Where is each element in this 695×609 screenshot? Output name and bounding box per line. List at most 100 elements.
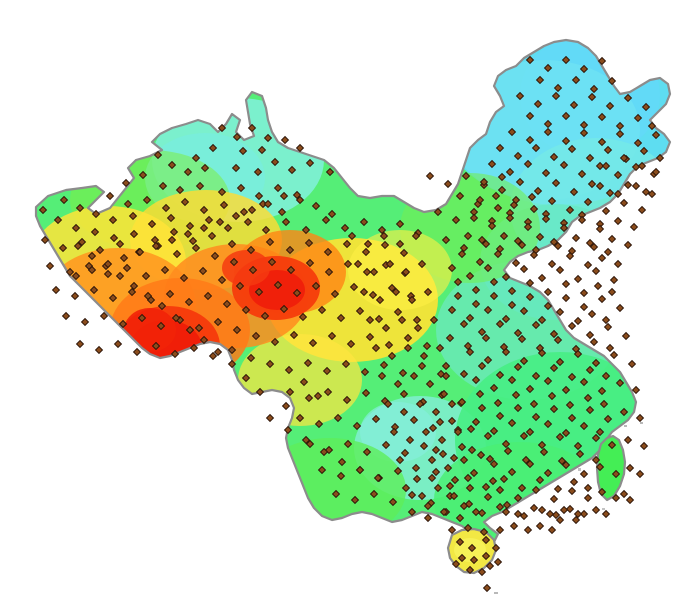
station-point-diamond-icon: [495, 319, 505, 329]
station-point-diamond-icon: [194, 323, 204, 333]
station-point-diamond-icon: [533, 99, 543, 109]
station-point-diamond-icon: [627, 359, 637, 369]
station-point-diamond-icon: [597, 386, 607, 396]
station-point-diamond-icon: [489, 277, 499, 287]
station-point-diamond-icon: [537, 440, 547, 450]
station-point-diamond-icon: [311, 281, 321, 291]
station-point-diamond-icon: [569, 100, 579, 110]
station-point-diamond-icon: [431, 467, 441, 477]
station-point-diamond-icon: [167, 235, 177, 245]
station-point-diamond-icon: [160, 265, 170, 275]
station-point-diamond-icon: [423, 501, 433, 511]
station-point-diamond-icon: [227, 345, 237, 355]
station-point-diamond-icon: [180, 197, 190, 207]
station-point-diamond-icon: [118, 319, 128, 329]
station-point-diamond-icon: [525, 111, 535, 121]
station-point-diamond-icon: [481, 333, 491, 343]
station-point-diamond-icon: [279, 191, 289, 201]
station-point-diamond-icon: [525, 384, 535, 394]
station-point-diamond-icon: [513, 362, 523, 372]
station-point-diamond-icon: [267, 257, 277, 267]
station-point-diamond-icon: [407, 295, 417, 305]
station-point-diamond-icon: [505, 167, 515, 177]
station-point-diamond-icon: [507, 127, 517, 137]
station-point-diamond-icon: [292, 288, 302, 298]
station-point-diamond-icon: [365, 315, 375, 325]
station-point-diamond-icon: [477, 235, 487, 245]
station-point-diamond-icon: [383, 399, 393, 409]
station-point-diamond-icon: [631, 385, 641, 395]
station-point-diamond-icon: [61, 311, 71, 321]
station-point-diamond-icon: [342, 395, 352, 405]
station-point-diamond-icon: [441, 235, 451, 245]
station-point-diamond-icon: [469, 555, 479, 565]
station-point-diamond-icon: [471, 299, 481, 309]
station-point-diamond-icon: [141, 271, 151, 281]
station-point-diamond-icon: [53, 215, 63, 225]
station-point-diamond-icon: [595, 181, 605, 191]
station-point-diamond-icon: [488, 476, 498, 486]
station-point-diamond-icon: [471, 285, 481, 295]
station-point-diamond-icon: [371, 414, 381, 424]
station-point-diamond-icon: [583, 260, 593, 270]
station-point-diamond-icon: [507, 418, 517, 428]
station-point-diamond-icon: [263, 199, 273, 209]
station-point-diamond-icon: [327, 209, 337, 219]
station-point-diamond-icon: [521, 455, 531, 465]
station-point-diamond-icon: [537, 273, 547, 283]
station-point-diamond-icon: [198, 266, 208, 276]
station-point-diamond-icon: [511, 258, 521, 268]
station-point-diamond-icon: [597, 112, 607, 122]
station-point-diamond-icon: [561, 293, 571, 303]
station-point-diamond-icon: [561, 111, 571, 121]
station-point-diamond-icon: [595, 427, 605, 437]
station-point-diamond-icon: [417, 361, 427, 371]
station-point-diamond-icon: [637, 161, 647, 171]
station-point-diamond-icon: [555, 515, 565, 525]
station-point-diamond-icon: [607, 287, 617, 297]
station-point-diamond-icon: [461, 171, 471, 181]
station-point-diamond-icon: [529, 399, 539, 409]
station-point-diamond-icon: [147, 219, 157, 229]
station-point-diamond-icon: [623, 240, 633, 250]
station-point-diamond-icon: [340, 223, 350, 233]
station-point-diamond-icon: [423, 287, 433, 297]
station-point-diamond-icon: [647, 121, 657, 131]
station-point-diamond-icon: [549, 404, 559, 414]
station-point-diamond-icon: [121, 178, 131, 188]
station-point-diamond-icon: [491, 543, 501, 553]
station-point-diamond-icon: [529, 204, 539, 214]
station-point-diamond-icon: [559, 223, 569, 233]
station-point-diamond-icon: [143, 291, 153, 301]
station-point-diamond-icon: [371, 343, 381, 353]
station-point-diamond-icon: [137, 313, 147, 323]
station-point-diamond-icon: [360, 367, 370, 377]
station-point-diamond-icon: [301, 225, 311, 235]
station-point-diamond-icon: [495, 411, 505, 421]
station-point-diamond-icon: [609, 350, 619, 360]
station-point-diamond-icon: [330, 289, 340, 299]
station-point-diamond-icon: [593, 281, 603, 291]
station-point-diamond-icon: [239, 207, 249, 217]
station-point-diamond-icon: [445, 481, 455, 491]
station-point-diamond-icon: [611, 469, 621, 479]
station-point-diamond-icon: [387, 283, 397, 293]
station-point-diamond-icon: [575, 449, 585, 459]
station-point-diamond-icon: [585, 405, 595, 415]
station-point-diamond-icon: [355, 465, 365, 475]
station-point-diamond-icon: [597, 487, 607, 497]
station-point-diamond-icon: [179, 273, 189, 283]
station-point-diamond-icon: [369, 267, 379, 277]
station-point-diamond-icon: [407, 490, 417, 500]
station-point-diamond-icon: [231, 163, 241, 173]
station-point-diamond-icon: [477, 361, 487, 371]
station-point-diamond-icon: [311, 201, 321, 211]
station-point-diamond-icon: [465, 271, 475, 281]
station-point-diamond-icon: [248, 265, 258, 275]
station-point-diamond-icon: [513, 509, 523, 519]
station-point-diamond-icon: [417, 491, 427, 501]
station-point-diamond-icon: [158, 181, 168, 191]
station-point-diamond-icon: [561, 55, 571, 65]
station-point-diamond-icon: [477, 403, 487, 413]
